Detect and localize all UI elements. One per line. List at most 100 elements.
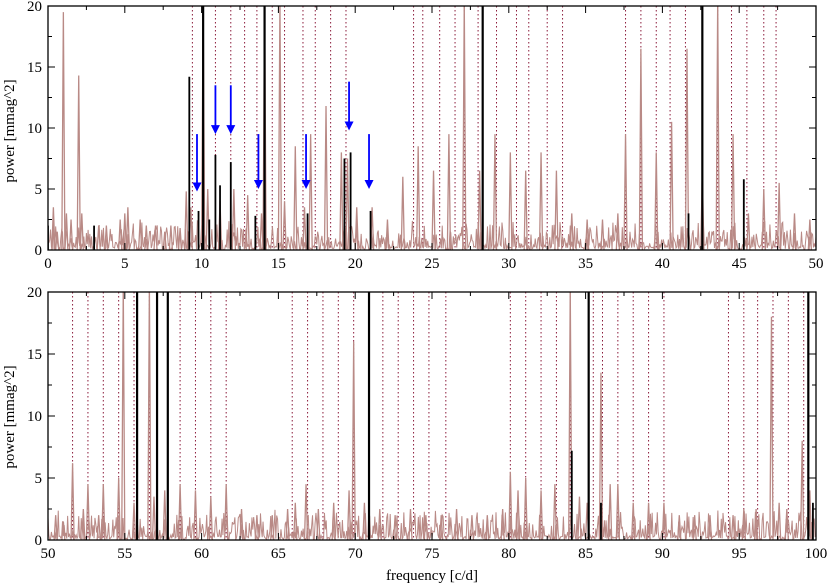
spectrum-peak: [746, 213, 751, 250]
spectrum-peak: [118, 219, 123, 250]
x-tick-label: 55: [117, 546, 132, 562]
spectrum-peak: [354, 207, 359, 250]
spectrum-peak: [55, 231, 60, 250]
spectrum-peak: [96, 515, 101, 540]
marker-arrow-head: [364, 180, 374, 189]
spectrum-peak: [408, 508, 413, 540]
marker-arrow-head: [301, 180, 311, 189]
x-tick-label: 85: [578, 546, 593, 562]
spectrum-peak: [692, 515, 697, 540]
spectrum-peak: [137, 219, 143, 250]
y-tick-label: 20: [27, 0, 42, 15]
bottom-x-axis-label: frequency [c/d]: [386, 568, 478, 583]
y-tick-label: 15: [27, 347, 42, 363]
spectrum-peak: [245, 195, 250, 250]
spectrum-peak: [70, 463, 75, 540]
spectrum-peak: [615, 484, 621, 540]
spectrum-peak: [76, 75, 81, 250]
spectrum-peak: [807, 219, 813, 250]
spectrum-peak: [323, 106, 329, 250]
spectrum-peak: [85, 484, 91, 540]
spectrum-peak: [316, 508, 321, 540]
y-tick-label: 15: [27, 60, 42, 76]
spectrum-peak: [508, 471, 513, 540]
spectrum-peak: [552, 484, 558, 540]
spectrum-peak: [285, 508, 290, 540]
spectrum-peak: [769, 316, 774, 540]
spectrum-peak: [776, 502, 782, 540]
spectrum-peak: [104, 225, 109, 250]
y-tick-label: 10: [27, 121, 42, 137]
spectrum-peak: [153, 225, 158, 250]
spectrum-peak: [131, 502, 137, 540]
x-tick-label: 0: [44, 256, 52, 272]
spectrum-peak: [799, 440, 805, 540]
spectrum-peak: [646, 502, 651, 540]
spectrum-peak: [515, 490, 521, 540]
spectrum-peak: [538, 490, 544, 540]
spectrum-peak: [208, 496, 214, 540]
x-tick-label: 35: [578, 256, 593, 272]
spectrum-peak: [51, 207, 56, 250]
spectrum-peak: [147, 292, 152, 540]
spectrum-peak: [239, 508, 244, 540]
x-tick-label: 50: [809, 256, 824, 272]
spectrum-peak: [53, 515, 58, 540]
x-tick-label: 25: [425, 256, 440, 272]
spectrum-peak: [121, 292, 126, 540]
spectrum-peak: [615, 213, 621, 250]
y-tick-label: 10: [27, 409, 42, 425]
spectrum-peak: [784, 508, 790, 540]
x-tick-label: 50: [41, 546, 56, 562]
x-tick-label: 45: [732, 256, 747, 272]
spectrum-peak: [669, 121, 674, 250]
spectrum-peak: [446, 134, 452, 250]
spectrum-peak: [492, 134, 498, 250]
spectrum-peak: [223, 484, 229, 540]
spectrum-peak: [282, 201, 287, 250]
x-tick-label: 5: [121, 256, 129, 272]
x-tick-label: 40: [655, 256, 670, 272]
spectrum-peak: [270, 515, 275, 540]
spectrum-peak: [277, 6, 283, 250]
spectrum-peak: [151, 496, 157, 540]
x-tick-label: 70: [348, 546, 363, 562]
x-tick-label: 80: [501, 546, 516, 562]
plot-frame: [47, 291, 817, 541]
spectrum-peak: [684, 48, 690, 250]
spectrum-peak: [454, 508, 459, 540]
spectrum-peak: [462, 6, 467, 250]
spectrum-peak: [638, 48, 644, 250]
bottom-y-axis-label: power [mmag^2]: [2, 365, 18, 468]
spectrum-peak: [162, 231, 167, 250]
x-tick-label: 100: [805, 546, 828, 562]
spectrum-peak: [415, 146, 421, 250]
spectrum-peak: [477, 170, 482, 250]
spectrum-peak: [293, 146, 298, 250]
spectrum-peak: [184, 191, 189, 250]
x-tick-label: 20: [348, 256, 363, 272]
spectrum-peak: [523, 170, 528, 250]
spectrum-peak: [144, 225, 149, 250]
x-tick-label: 90: [655, 546, 670, 562]
bottom-panel: 50 55 60 65 70 75 80 85 90 95 100 0 5 10 15 20: [27, 285, 827, 562]
marker-arrow-head: [192, 182, 202, 192]
spectrum-peak: [753, 508, 759, 540]
x-tick-label: 30: [501, 256, 516, 272]
spectrum-peak: [177, 484, 183, 540]
marker-arrow-head: [226, 125, 236, 135]
spectrum-peak: [293, 502, 298, 540]
spectrum-peak: [485, 515, 490, 540]
spectrum-peak: [64, 213, 69, 250]
spectrum-peak: [730, 515, 736, 540]
x-tick-label: 75: [425, 546, 440, 562]
marker-arrow-head: [344, 121, 354, 131]
spectrum-peak: [345, 158, 350, 250]
spectrum-peak: [302, 207, 307, 250]
spectrum-peak: [707, 515, 713, 540]
y-tick-label: 20: [27, 285, 42, 301]
spectrum-peak: [116, 477, 121, 540]
spectrum-peak: [346, 490, 352, 540]
marker-arrow-head: [253, 180, 263, 189]
